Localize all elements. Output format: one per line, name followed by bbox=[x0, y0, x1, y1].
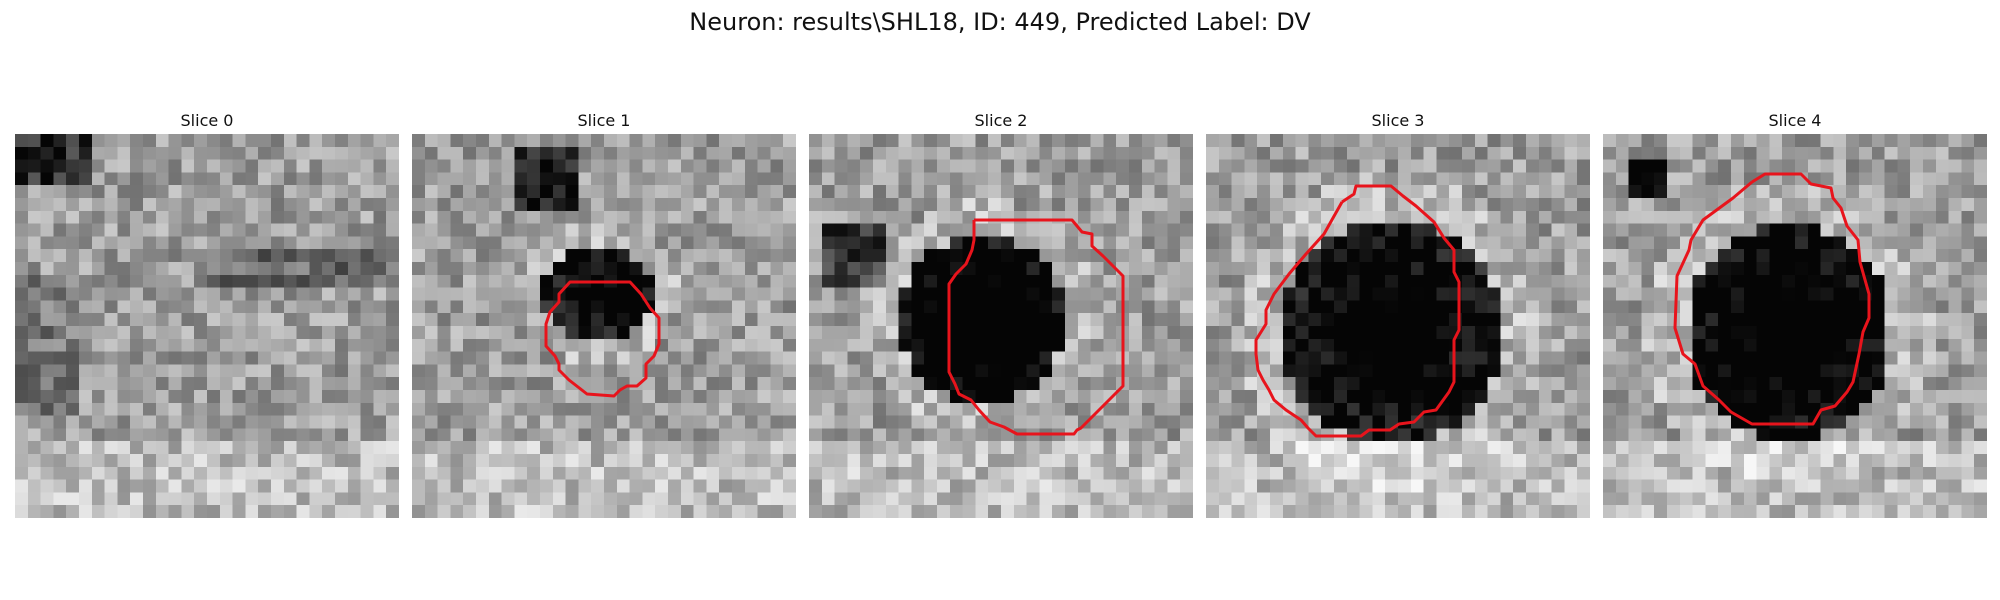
slice-image bbox=[809, 134, 1193, 518]
slice-panel-0: Slice 0 bbox=[15, 108, 399, 518]
slice-panel-1: Slice 1 bbox=[412, 108, 796, 518]
contour-overlay bbox=[544, 280, 661, 398]
slice-panel-4: Slice 4 bbox=[1603, 108, 1987, 518]
contour-overlay bbox=[1254, 184, 1461, 438]
slice-title: Slice 3 bbox=[1371, 111, 1425, 130]
contour-overlay bbox=[947, 218, 1125, 436]
figure-title: Neuron: results\SHL18, ID: 449, Predicte… bbox=[689, 8, 1311, 36]
slice-panel-3: Slice 3 bbox=[1206, 108, 1590, 518]
slice-title: Slice 0 bbox=[180, 111, 234, 130]
roi-contour bbox=[947, 218, 1125, 436]
slice-title: Slice 4 bbox=[1768, 111, 1822, 130]
slice-image bbox=[1603, 134, 1987, 518]
slice-image bbox=[1206, 134, 1590, 518]
contour-overlay bbox=[1673, 172, 1871, 426]
roi-contour bbox=[1254, 184, 1461, 438]
roi-contour bbox=[544, 280, 661, 398]
slice-panel-2: Slice 2 bbox=[809, 108, 1193, 518]
slice-image bbox=[15, 134, 399, 518]
slice-title: Slice 1 bbox=[577, 111, 631, 130]
contour-overlay bbox=[15, 134, 399, 518]
slice-title: Slice 2 bbox=[974, 111, 1028, 130]
slice-image bbox=[412, 134, 796, 518]
roi-contour bbox=[1673, 172, 1871, 426]
